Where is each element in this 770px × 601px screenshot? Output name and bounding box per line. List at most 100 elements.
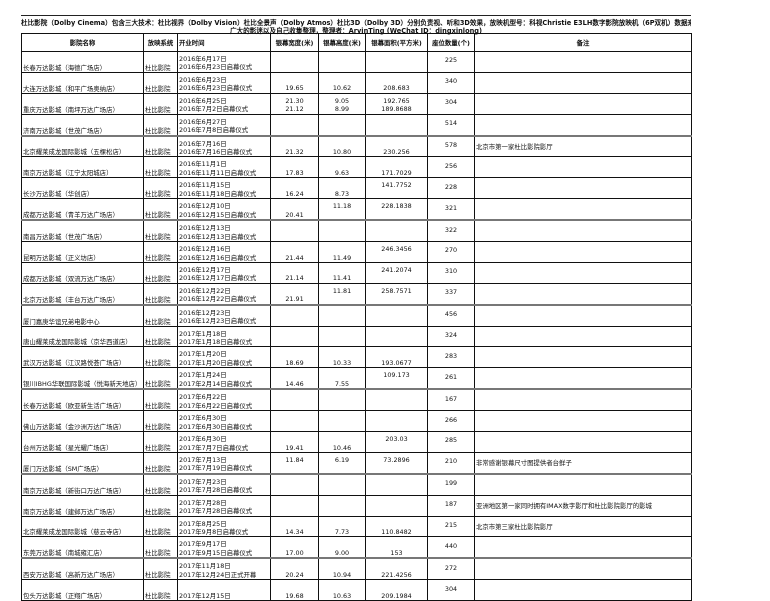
cell-line-bottom: 2017年7月28日启幕仪式 <box>179 507 253 516</box>
cell-line-bottom: 20.24 <box>285 570 304 579</box>
cell-line-bottom: 2016年12月13日启幕仪式 <box>179 232 257 241</box>
opening-date-cell: 2016年12月10日 2016年12月15日启幕仪式 <box>177 198 271 222</box>
cell-line-top: 2016年6月23日 <box>179 75 227 84</box>
screen-area-cell: 192.765 189.8688 <box>365 92 428 115</box>
cinema-name-cell: 重庆万达影城（南坪万达广场店） <box>21 92 144 115</box>
opening-date-cell: 2016年12月17日 2016年12月17日启幕仪式 <box>177 261 271 284</box>
screen-width-cell: 14.46 <box>270 367 319 391</box>
screen-height-cell <box>318 410 366 433</box>
cell-line-top: 2016年6月17日 <box>179 55 227 63</box>
notes-cell <box>474 177 692 200</box>
cell-line-bottom: 221.4256 <box>381 570 412 579</box>
cell-line-top: 2017年7月13日 <box>179 455 227 464</box>
seats-cell: 456 <box>427 304 475 327</box>
seats-cell: 337 <box>427 282 475 306</box>
screen-height-cell: 10.94 <box>318 557 366 581</box>
notes-cell <box>474 431 692 453</box>
seats-cell: 272 <box>427 557 475 581</box>
cell-line-top: 258.7571 <box>381 286 412 295</box>
cinema-name-cell: 昆明万达影城（正义坊店） <box>21 241 144 263</box>
projection-system-cell: 杜比影院 <box>143 241 178 263</box>
cell-line-bottom: 20.41 <box>285 210 304 219</box>
table-row: 包头万达影城（正翔广场店） 杜比影院 2017年12月15日 19.68 10.63 20… <box>21 579 692 601</box>
table-row: 长春万达影城（海德广场店） 杜比影院 2016年6月17日 2016年6月23日启幕仪… <box>21 51 692 73</box>
opening-date-cell: 2017年1月24日 2017年2月14日启幕仪式 <box>177 367 271 391</box>
cell-line-bottom: 8.99 <box>334 105 350 114</box>
cell-line-top: 2016年7月16日 <box>179 139 227 148</box>
cell-line-top: 6.19 <box>334 455 350 464</box>
opening-date-cell: 2016年7月16日 2016年7月16日启幕仪式 <box>177 135 271 158</box>
screen-area-cell: 193.0677 <box>365 346 428 369</box>
cell-line-bottom: 2017年1月18日启幕仪式 <box>179 338 253 347</box>
notes-cell <box>474 241 692 263</box>
screen-height-cell: 9.00 <box>318 536 366 560</box>
projection-system-cell: 杜比影院 <box>143 51 178 73</box>
cell-line-bottom: 19.41 <box>285 443 304 452</box>
cell-line-top: 2017年6月22日 <box>179 393 227 402</box>
screen-height-cell: 11.41 <box>318 261 366 284</box>
cinema-name-cell: 长春万达影城（海德广场店） <box>21 51 144 73</box>
table-row: 长沙万达影城（华创店） 杜比影院 2016年11月15日 2016年11月18日启幕仪… <box>21 177 692 200</box>
cell-line-bottom: 2017年7月7日启幕仪式 <box>179 443 249 452</box>
opening-date-cell: 2017年9月17日 2017年9月15日启幕仪式 <box>177 536 271 560</box>
screen-width-cell <box>270 304 319 327</box>
cell-line-bottom: 2017年7月19日启幕仪式 <box>179 464 253 473</box>
projection-system-cell: 杜比影院 <box>143 325 178 348</box>
notes-cell <box>474 51 692 73</box>
screen-height-cell: 10.63 <box>318 579 366 601</box>
opening-date-cell: 2017年6月30日 2017年6月30日启幕仪式 <box>177 410 271 433</box>
screen-height-cell: 8.73 <box>318 177 366 200</box>
screen-width-cell: 18.69 <box>270 346 319 369</box>
screen-area-cell: 221.4256 <box>365 557 428 581</box>
cell-line-bottom: 10.46 <box>332 443 352 452</box>
seats-cell: 210 <box>427 451 475 475</box>
seats-cell: 340 <box>427 71 475 94</box>
opening-date-cell: 2017年12月15日 <box>177 579 271 601</box>
cell-line-bottom: 7.55 <box>334 379 350 388</box>
seats-cell: 324 <box>427 325 475 348</box>
screen-width-cell: 21.30 21.12 <box>270 92 319 115</box>
projection-system-cell: 杜比影院 <box>143 92 178 115</box>
opening-date-cell: 2016年12月23日 2016年12月23日启幕仪式 <box>177 304 271 327</box>
cell-line-top: 9.05 <box>334 96 350 105</box>
cell-line-top: 2016年12月16日 <box>179 245 231 254</box>
screen-area-cell: 230.256 <box>365 135 428 158</box>
notes-cell <box>474 304 692 327</box>
table-row: 台州万达影城（星光耀广场店） 杜比影院 2017年6月30日 2017年7月7日启幕仪… <box>21 431 692 453</box>
cell-line-bottom: 10.94 <box>332 570 352 579</box>
screen-width-cell <box>270 51 319 73</box>
cell-line-bottom: 2017年12月24日正式开幕 <box>179 570 257 579</box>
table-row: 济南万达影城（世茂广场店） 杜比影院 2016年6月27日 2016年7月8日启幕仪式… <box>21 113 692 137</box>
cell-line-top: 2016年12月10日 <box>179 202 231 211</box>
opening-date-cell: 2017年1月18日 2017年1月18日启幕仪式 <box>177 325 271 348</box>
screen-width-cell: 17.83 <box>270 156 319 179</box>
cell-line-bottom: 209.1984 <box>381 591 412 600</box>
cell-line-top: 2016年12月23日 <box>179 308 231 317</box>
cell-line-bottom: 10.33 <box>332 358 352 367</box>
cinema-name-cell: 成都万达影城（青羊万达广场店） <box>21 198 144 222</box>
screen-height-cell: 6.19 <box>318 451 366 475</box>
header-seats: 座位数量(个) <box>427 33 475 52</box>
cell-line-bottom: 2017年6月22日启幕仪式 <box>179 401 253 410</box>
cell-line-bottom: 17.00 <box>285 548 304 557</box>
seats-cell: 304 <box>427 92 475 115</box>
cell-line-top: 228.1838 <box>381 202 412 211</box>
cell-line-bottom: 18.69 <box>285 358 304 367</box>
notes-cell <box>474 346 692 369</box>
cell-line-bottom: 7.73 <box>334 528 350 537</box>
table-row: 长春万达影城（欧亚新生活广场店） 杜比影院 2017年6月22日 2017年6月22日… <box>21 388 692 412</box>
cell-line-bottom: 2017年1月20日启幕仪式 <box>179 358 253 367</box>
header-row: 影院名称 放映系统 开业时间 银幕宽度(米) 银幕高度(米) 银幕面积(平方米)… <box>21 33 692 52</box>
screen-area-cell: 246.3456 <box>365 241 428 263</box>
cinema-name-cell: 北京耀莱成龙国际影城（慈云寺店） <box>21 515 144 538</box>
cinema-name-cell: 北京耀莱成龙国际影城（五棵松店） <box>21 135 144 158</box>
screen-area-cell <box>365 410 428 433</box>
screen-width-cell: 21.44 <box>270 241 319 263</box>
seats-cell: 578 <box>427 135 475 158</box>
cell-line-top: 192.765 <box>383 96 410 105</box>
opening-date-cell: 2016年12月16日 2016年12月16日启幕仪式 <box>177 241 271 263</box>
screen-height-cell <box>318 304 366 327</box>
table-row: 南京万达影城（建邺万达广场店） 杜比影院 2017年7月28日 2017年7月28日启… <box>21 494 692 517</box>
notes-cell <box>474 325 692 348</box>
header-screen-width: 银幕宽度(米) <box>270 33 319 52</box>
